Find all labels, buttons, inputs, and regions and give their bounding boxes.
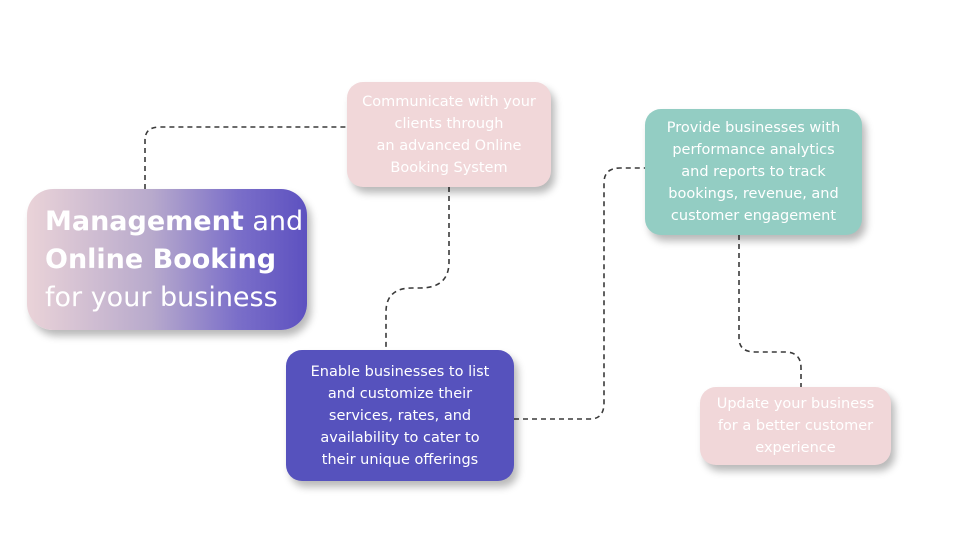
step-update-line: experience xyxy=(755,440,836,456)
hero-line-1: Management and xyxy=(45,203,303,241)
step-card-analytics: Provide businesses with performance anal… xyxy=(645,109,862,235)
connector-analytics-to-update xyxy=(738,235,802,387)
step-analytics-line: Provide businesses with xyxy=(666,120,841,136)
hero-line-1-rest: and xyxy=(243,205,304,237)
connector-hero-to-communicate xyxy=(144,126,347,189)
hero-title: Management and Online Booking for your b… xyxy=(45,203,303,317)
step-card-enable: Enable businesses to list and customize … xyxy=(286,350,514,481)
step-communicate-line: an advanced Online xyxy=(376,137,522,154)
step-communicate-line: Booking System xyxy=(390,159,508,176)
step-text-communicate: Communicate with your clients through an… xyxy=(362,91,536,179)
hero-line-1-bold: Management xyxy=(45,205,244,237)
step-update-line: Update your business xyxy=(716,396,875,412)
step-enable-line: services, rates, and xyxy=(328,407,472,424)
step-text-update: Update your business for a better custom… xyxy=(717,393,875,459)
step-communicate-line: Communicate with your xyxy=(362,93,536,110)
step-card-update: Update your business for a better custom… xyxy=(700,387,891,465)
step-analytics-line: performance analytics xyxy=(672,142,835,158)
step-text-analytics: Provide businesses with performance anal… xyxy=(667,117,840,227)
hero-title-card: Management and Online Booking for your b… xyxy=(27,189,307,330)
step-enable-line: availability to cater to xyxy=(320,429,480,446)
step-communicate-line: clients through xyxy=(394,115,504,132)
step-update-line: for a better customer xyxy=(717,418,874,434)
hero-line-3: for your business xyxy=(45,281,278,313)
step-text-enable: Enable businesses to list and customize … xyxy=(311,361,490,471)
hero-line-2-bold: Online Booking xyxy=(45,243,277,275)
step-enable-line: Enable businesses to list xyxy=(310,363,490,380)
step-analytics-line: customer engagement xyxy=(670,208,837,224)
step-card-communicate: Communicate with your clients through an… xyxy=(347,82,551,187)
step-enable-line: and customize their xyxy=(327,385,473,402)
step-analytics-line: and reports to track xyxy=(681,164,826,180)
hero-line-2: Online Booking xyxy=(45,241,303,279)
connector-enable-to-analytics xyxy=(514,167,645,420)
step-analytics-line: bookings, revenue, and xyxy=(668,186,839,202)
connector-communicate-to-enable xyxy=(385,187,450,350)
step-enable-line: their unique offerings xyxy=(321,451,479,468)
